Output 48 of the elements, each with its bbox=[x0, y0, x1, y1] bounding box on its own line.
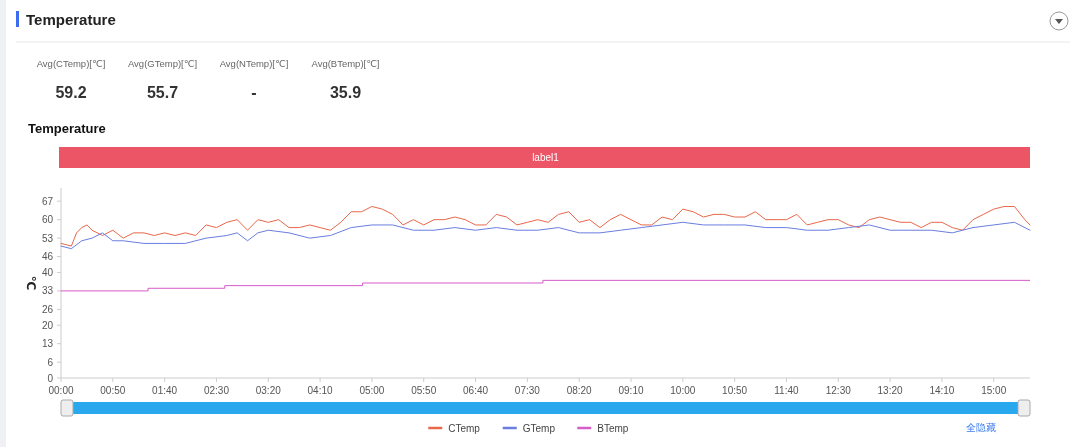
y-tick-label: 40 bbox=[41, 266, 54, 278]
y-tick-label: 46 bbox=[41, 251, 54, 263]
text: Avg(GTemp)[℃] bbox=[127, 58, 198, 69]
x-tick-label: 05:00 bbox=[359, 385, 385, 396]
y-tick-label: 67 bbox=[41, 195, 54, 207]
text: 35.9 bbox=[329, 84, 362, 101]
x-tick-label: 06:40 bbox=[463, 385, 489, 396]
x-tick-label: 10:50 bbox=[722, 385, 748, 396]
y-tick-label: 33 bbox=[41, 285, 54, 297]
text: - bbox=[251, 84, 257, 101]
x-tick-label: 13:20 bbox=[877, 385, 904, 396]
text: Avg(CTemp)[℃] bbox=[36, 58, 106, 69]
x-tick-label: 03:20 bbox=[255, 385, 282, 396]
line-series bbox=[60, 221, 1031, 250]
x-tick-label: 01:40 bbox=[152, 385, 178, 396]
y-axis-title: ℃ bbox=[24, 275, 38, 291]
legend-label: GTemp bbox=[522, 422, 556, 434]
x-tick-label: 10:00 bbox=[670, 385, 696, 396]
x-tick-label: 11:40 bbox=[774, 385, 800, 396]
x-tick-label: 04:10 bbox=[307, 385, 334, 396]
x-tick-label: 12:30 bbox=[825, 385, 852, 396]
x-tick-label: 15:00 bbox=[981, 385, 1007, 396]
text: 55.7 bbox=[146, 84, 179, 101]
text: Avg(NTemp)[℃] bbox=[219, 58, 289, 69]
x-tick-label: 09:10 bbox=[618, 385, 644, 396]
text: Avg(BTemp)[℃] bbox=[311, 58, 380, 69]
y-tick-label: 53 bbox=[41, 232, 54, 244]
x-tick-label: 05:50 bbox=[411, 385, 437, 396]
y-tick-label: 60 bbox=[41, 214, 54, 226]
legend-label: BTemp bbox=[597, 422, 629, 434]
text: Temperature bbox=[26, 11, 116, 28]
x-tick-label: 14:10 bbox=[929, 385, 955, 396]
label-strip: label1 bbox=[59, 147, 1030, 168]
y-tick-label: 6 bbox=[47, 356, 54, 368]
legend-label: CTemp bbox=[448, 422, 481, 434]
y-tick-label: 26 bbox=[41, 303, 54, 315]
line-series bbox=[60, 205, 1031, 247]
x-tick-label: 02:30 bbox=[203, 385, 230, 396]
text: 59.2 bbox=[55, 84, 87, 101]
chart-title: Temperature bbox=[28, 121, 106, 136]
x-tick-label: 00:00 bbox=[48, 385, 74, 396]
x-tick-label: 00:50 bbox=[100, 385, 126, 396]
x-tick-label: 07:30 bbox=[514, 385, 541, 396]
y-tick-label: 20 bbox=[41, 319, 54, 331]
x-tick-label: 08:20 bbox=[566, 385, 593, 396]
y-tick-label: 13 bbox=[41, 338, 54, 350]
text: 全隐藏 bbox=[966, 422, 996, 433]
y-tick-label: 0 bbox=[47, 372, 54, 384]
